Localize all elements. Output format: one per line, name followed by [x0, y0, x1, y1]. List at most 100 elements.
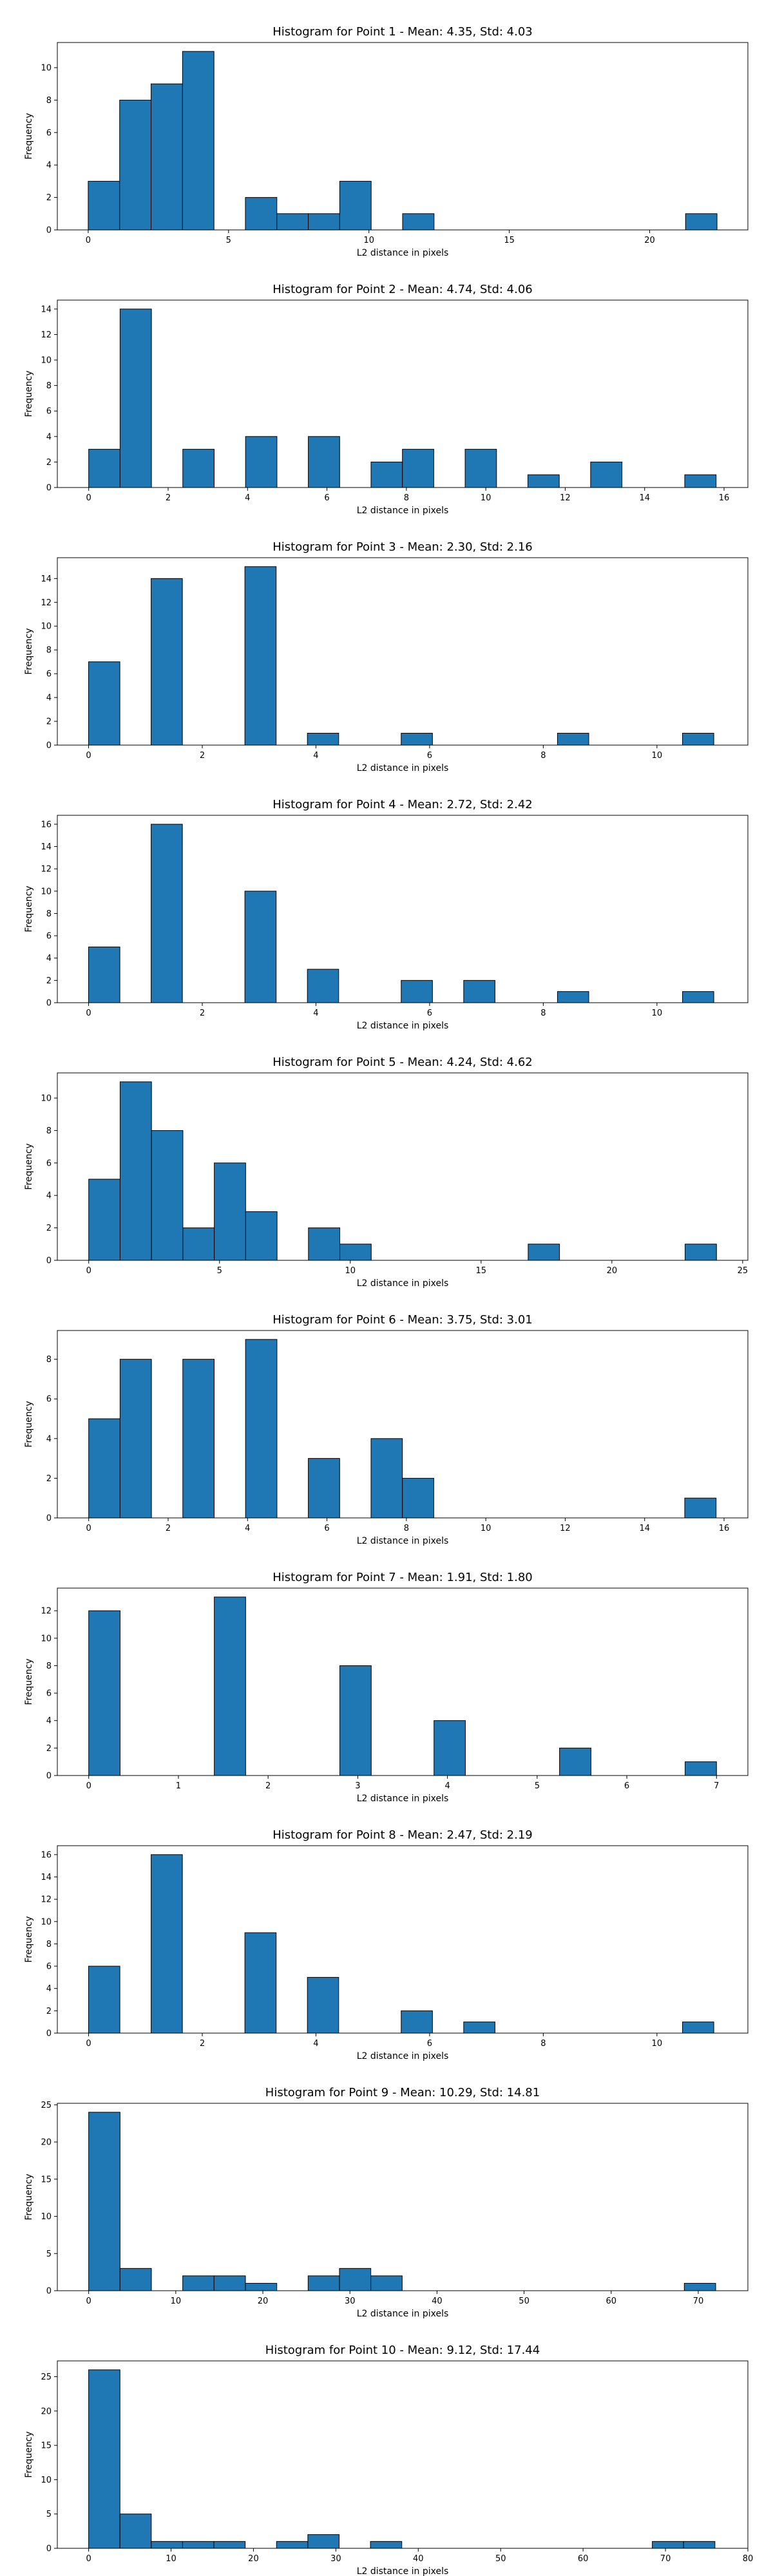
chart-9-bar-9: [339, 2268, 372, 2291]
chart-4-ytick-label-10: 10: [41, 887, 52, 896]
chart-5-xtick-label-5: 5: [217, 1266, 222, 1276]
chart-7-xtick-label-0: 0: [86, 1781, 91, 1791]
chart-5-ytick-label-2: 2: [46, 1224, 52, 1233]
chart-2-bar-1: [88, 449, 120, 488]
chart-4-xtick-label-2: 2: [200, 1009, 205, 1018]
chart-6-ytick-label-8: 8: [46, 1355, 52, 1365]
chart-3-bar-6: [244, 566, 277, 746]
chart-4-xtick-label-6: 6: [427, 1009, 432, 1018]
chart-10-bar-5: [213, 2541, 246, 2549]
chart-10-bar-1: [88, 2369, 120, 2549]
chart-8-ytick-label-12: 12: [41, 1895, 52, 1905]
chart-2-y-axis-label: Frequency: [24, 370, 34, 417]
chart-6-title: Histogram for Point 6 - Mean: 3.75, Std:…: [272, 1313, 533, 1327]
chart-8-ytick-label-16: 16: [41, 1850, 52, 1860]
chart-8-x-axis-label: L2 distance in pixels: [357, 2051, 449, 2061]
chart-9-bar-10: [370, 2275, 403, 2291]
chart-2-ytick-label-14: 14: [41, 305, 52, 314]
chart-6-x-axis-label: L2 distance in pixels: [357, 1536, 449, 1546]
chart-6-bar-20: [684, 1497, 717, 1519]
chart-6-bar-4: [182, 1359, 215, 1519]
chart-1-ytick-label-2: 2: [46, 193, 52, 203]
chart-4-bar-3: [151, 824, 183, 1003]
chart-1-bar-4: [182, 51, 215, 231]
chart-3-y-axis-label: Frequency: [24, 628, 34, 674]
chart-2-ytick-label-8: 8: [46, 381, 52, 391]
chart-5-axes-frame: [57, 1072, 749, 1261]
chart-2-bar-10: [370, 461, 403, 488]
chart-5-xtick-label-10: 10: [345, 1266, 356, 1276]
chart-4-xtick-label-8: 8: [540, 1009, 546, 1018]
chart-3-bar-20: [682, 733, 714, 746]
chart-8-bar-1: [88, 1965, 120, 2034]
chart-1-y-axis-label: Frequency: [24, 113, 34, 159]
chart-10-xtick-label-50: 50: [495, 2554, 506, 2564]
chart-9-ytick-label-5: 5: [46, 2249, 52, 2259]
chart-6-bar-1: [88, 1418, 120, 1519]
chart-9-ytick-label-25: 25: [41, 2101, 52, 2110]
chart-2-xtick-label-12: 12: [560, 493, 571, 503]
chart-8-xtick-label-6: 6: [427, 2039, 432, 2049]
chart-7-bar-16: [559, 1747, 591, 1776]
chart-3-bar-8: [307, 733, 339, 746]
chart-9-xtick-label-50: 50: [519, 2297, 530, 2306]
chart-1-bar-9: [339, 180, 372, 231]
chart-6-bar-11: [402, 1477, 434, 1519]
chart-3-ytick-label-0: 0: [46, 741, 52, 751]
chart-8-xtick-label-0: 0: [86, 2039, 91, 2049]
chart-2-bar-2: [119, 308, 152, 488]
chart-10-ytick-label-25: 25: [41, 2372, 52, 2382]
chart-6-xtick-label-14: 14: [639, 1524, 650, 1533]
chart-3-xtick-label-6: 6: [427, 751, 432, 761]
chart-6-xtick-label-2: 2: [166, 1524, 171, 1533]
chart-6-xtick-label-4: 4: [245, 1524, 250, 1533]
chart-7-ytick-label-8: 8: [46, 1662, 52, 1671]
chart-7-axes-frame: [57, 1587, 749, 1776]
chart-1-ytick-label-4: 4: [46, 161, 52, 171]
chart-4-bar-11: [401, 980, 433, 1003]
chart-9-title: Histogram for Point 9 - Mean: 10.29, Std…: [265, 2086, 540, 2099]
chart-2-xtick-label-10: 10: [481, 493, 491, 503]
chart-2-ytick-label-10: 10: [41, 356, 52, 366]
chart-4-axes-frame: [57, 815, 749, 1003]
chart-6-ytick-label-6: 6: [46, 1395, 52, 1405]
chart-8-bar-3: [151, 1854, 183, 2034]
chart-5-bar-1: [88, 1179, 120, 1261]
chart-1-x-axis-label: L2 distance in pixels: [357, 248, 449, 258]
chart-2-ytick-label-2: 2: [46, 458, 52, 468]
chart-3-ytick-label-10: 10: [41, 622, 52, 632]
chart-2-title: Histogram for Point 2 - Mean: 4.74, Std:…: [272, 283, 533, 296]
chart-10-xtick-label-20: 20: [248, 2554, 259, 2564]
chart-10-bar-2: [119, 2514, 152, 2549]
chart-5-title: Histogram for Point 5 - Mean: 4.24, Std:…: [272, 1056, 533, 1069]
chart-5-xtick-label-20: 20: [607, 1266, 618, 1276]
chart-9-axes-frame: [57, 2103, 749, 2291]
chart-1-bar-7: [276, 213, 309, 231]
chart-5-bar-5: [214, 1162, 246, 1261]
chart-8-bar-13: [463, 2022, 495, 2034]
chart-5-ytick-label-0: 0: [46, 1256, 52, 1266]
chart-1-bar-1: [88, 180, 120, 231]
chart-8-ytick-label-4: 4: [46, 1984, 52, 1994]
chart-7-bar-20: [685, 1761, 717, 1776]
chart-5-ytick-label-4: 4: [46, 1191, 52, 1201]
chart-3-bar-11: [401, 733, 433, 746]
chart-1-xtick-label-20: 20: [644, 236, 655, 245]
chart-3-ytick-label-12: 12: [41, 598, 52, 608]
chart-5-xtick-label-0: 0: [86, 1266, 91, 1276]
chart-7-ytick-label-6: 6: [46, 1689, 52, 1699]
chart-2-bar-13: [464, 449, 497, 488]
chart-9-ytick-label-10: 10: [41, 2212, 52, 2222]
chart-4-bar-1: [88, 946, 120, 1003]
chart-10-xtick-label-30: 30: [330, 2554, 341, 2564]
chart-6-xtick-label-8: 8: [404, 1524, 409, 1533]
chart-7-ytick-label-12: 12: [41, 1607, 52, 1616]
chart-3-ytick-label-4: 4: [46, 694, 52, 703]
chart-5-bar-3: [151, 1130, 184, 1261]
chart-4-bar-16: [557, 991, 589, 1003]
chart-1-bar-3: [151, 83, 183, 231]
chart-9-xtick-label-40: 40: [432, 2297, 443, 2306]
chart-1-axes-frame: [57, 42, 749, 231]
chart-2-bar-8: [308, 436, 340, 488]
chart-3-xtick-label-4: 4: [313, 751, 318, 761]
